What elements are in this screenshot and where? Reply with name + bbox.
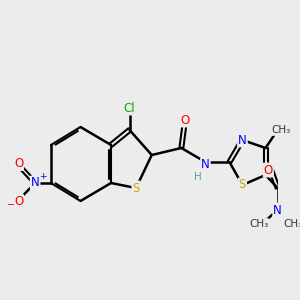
Text: Cl: Cl bbox=[124, 101, 135, 115]
Text: N: N bbox=[201, 158, 210, 172]
Text: CH₃: CH₃ bbox=[249, 219, 268, 229]
Text: CH₃: CH₃ bbox=[283, 219, 300, 229]
Text: −: − bbox=[7, 200, 15, 210]
Text: H: H bbox=[194, 172, 202, 182]
Text: N: N bbox=[31, 176, 40, 190]
Text: S: S bbox=[132, 182, 140, 194]
Text: N: N bbox=[238, 134, 247, 146]
Text: O: O bbox=[264, 164, 273, 176]
Text: S: S bbox=[239, 178, 246, 191]
Text: O: O bbox=[14, 195, 23, 208]
Text: +: + bbox=[39, 172, 47, 181]
Text: O: O bbox=[180, 113, 190, 127]
Text: N: N bbox=[273, 203, 282, 217]
Text: CH₃: CH₃ bbox=[271, 125, 290, 135]
Text: O: O bbox=[14, 157, 23, 170]
